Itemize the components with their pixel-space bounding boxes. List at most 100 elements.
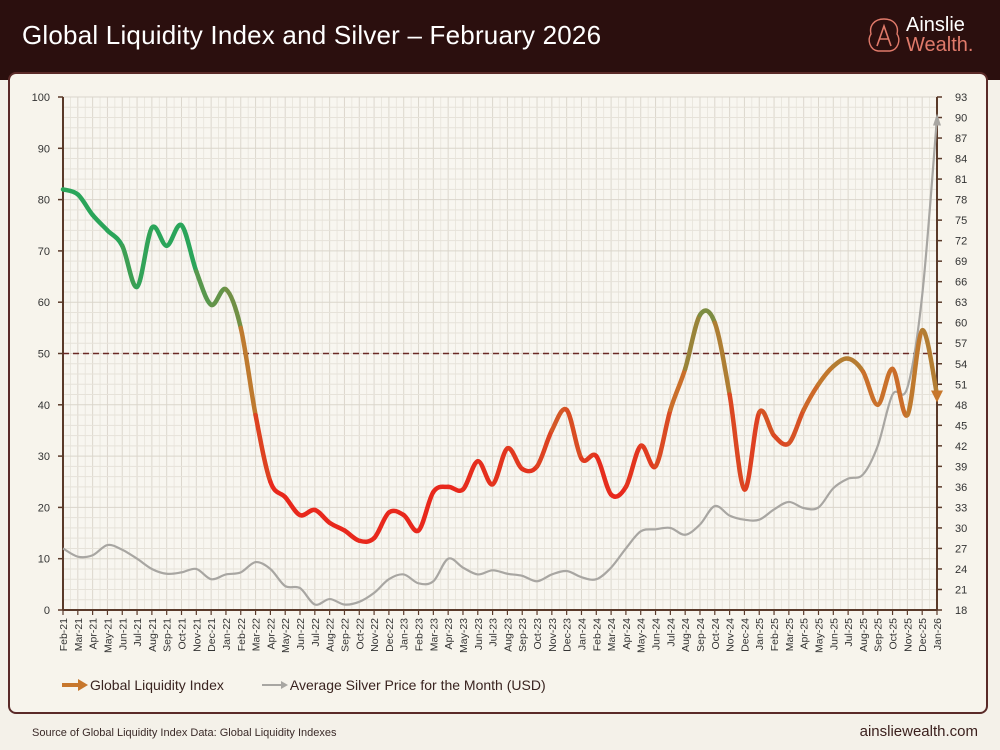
x-tick-label: Feb-24 xyxy=(591,618,603,651)
x-tick-label: Apr-23 xyxy=(443,618,455,650)
right-tick-label: 78 xyxy=(955,195,967,207)
x-tick-label: Oct-25 xyxy=(888,618,900,650)
right-tick-label: 66 xyxy=(955,277,967,289)
right-tick-label: 36 xyxy=(955,482,967,494)
x-tick-label: Dec-25 xyxy=(917,618,929,652)
right-tick-label: 33 xyxy=(955,502,967,514)
x-tick-label: Aug-24 xyxy=(680,618,692,652)
x-tick-label: Feb-22 xyxy=(236,618,248,651)
legend-label-gli: Global Liquidity Index xyxy=(90,677,224,693)
gli-line-segment xyxy=(105,228,125,249)
gli-line-segment xyxy=(608,484,629,499)
gli-line-segment xyxy=(712,320,732,397)
left-tick-label: 10 xyxy=(38,554,50,566)
right-tick-label: 87 xyxy=(955,133,967,145)
x-tick-label: Feb-25 xyxy=(769,618,781,651)
right-tick-label: 48 xyxy=(955,400,967,412)
website-url[interactable]: ainsliewealth.com xyxy=(859,723,978,740)
x-tick-label: Dec-23 xyxy=(562,618,574,652)
x-tick-label: Nov-25 xyxy=(902,618,914,652)
x-tick-label: Apr-22 xyxy=(265,618,277,650)
right-tick-label: 84 xyxy=(955,154,967,166)
x-tick-label: Oct-21 xyxy=(177,618,189,650)
left-tick-label: 60 xyxy=(38,297,50,309)
ainslie-wealth-logo: Ainslie Wealth. xyxy=(866,12,991,60)
gli-line-segment xyxy=(682,312,703,372)
x-tick-label: Apr-21 xyxy=(88,618,100,650)
gli-line-segment xyxy=(905,328,925,418)
left-tick-label: 70 xyxy=(38,246,50,258)
right-tick-label: 30 xyxy=(955,523,967,535)
left-tick-label: 0 xyxy=(44,605,50,617)
x-tick-label: Jun-24 xyxy=(651,618,663,650)
gli-line-segment xyxy=(534,428,555,469)
left-tick-label: 90 xyxy=(38,143,50,155)
left-tick-label: 30 xyxy=(38,451,50,463)
right-tick-label: 21 xyxy=(955,584,967,596)
right-tick-label: 42 xyxy=(955,441,967,453)
x-tick-label: Apr-25 xyxy=(799,618,811,650)
page-title: Global Liquidity Index and Silver – Febr… xyxy=(22,20,602,50)
gli-line-segment xyxy=(179,223,199,274)
x-tick-label: Oct-22 xyxy=(354,618,366,650)
left-tick-label: 50 xyxy=(38,349,50,361)
x-tick-label: Mar-24 xyxy=(606,618,618,651)
gli-line-segment xyxy=(756,408,777,438)
x-tick-label: Jan-25 xyxy=(754,618,766,650)
right-tick-label: 60 xyxy=(955,318,967,330)
right-tick-label: 75 xyxy=(955,215,967,227)
left-tick-label: 40 xyxy=(38,400,50,412)
x-tick-label: Sep-24 xyxy=(695,618,707,652)
source-note: Source of Global Liquidity Index Data: G… xyxy=(32,727,337,739)
x-tick-label: Sep-23 xyxy=(517,618,529,652)
x-tick-label: May-23 xyxy=(458,618,470,653)
x-tick-label: Sep-22 xyxy=(339,618,351,652)
x-tick-label: Feb-23 xyxy=(414,618,426,651)
gli-line-segment xyxy=(238,325,258,418)
x-tick-label: Oct-24 xyxy=(710,618,722,650)
x-tick-label: Jun-21 xyxy=(117,618,129,650)
left-tick-label: 20 xyxy=(38,502,50,514)
x-tick-label: Jun-22 xyxy=(295,618,307,650)
x-tick-label: Aug-25 xyxy=(858,618,870,652)
x-tick-label: Dec-22 xyxy=(384,618,396,652)
x-tick-label: Jun-23 xyxy=(473,618,485,650)
x-tick-label: May-21 xyxy=(102,618,114,653)
gli-line-segment xyxy=(727,392,747,492)
gli-line-segment xyxy=(134,225,155,290)
right-tick-label: 24 xyxy=(955,564,967,576)
x-tick-label: Nov-22 xyxy=(369,618,381,652)
x-tick-label: Feb-21 xyxy=(58,618,70,651)
gli-line-segment xyxy=(742,410,762,492)
right-tick-label: 90 xyxy=(955,113,967,125)
x-tick-label: Dec-21 xyxy=(206,618,218,652)
legend-item-gli: Global Liquidity Index xyxy=(60,677,224,693)
x-tick-label: Nov-23 xyxy=(547,618,559,652)
silver-arrowhead xyxy=(933,113,941,126)
x-tick-label: Jan-26 xyxy=(932,618,944,650)
gli-line-segment xyxy=(653,407,673,469)
x-tick-label: Jul-24 xyxy=(665,618,677,647)
x-tick-label: Jan-24 xyxy=(576,618,588,650)
gli-line-segment xyxy=(668,366,688,413)
x-tick-label: Aug-21 xyxy=(147,618,159,652)
x-tick-label: Mar-23 xyxy=(428,618,440,651)
right-tick-label: 93 xyxy=(955,92,967,104)
x-tick-label: Sep-21 xyxy=(162,618,174,652)
right-tick-label: 18 xyxy=(955,605,967,617)
x-tick-label: Jul-21 xyxy=(132,618,144,647)
x-tick-label: Mar-22 xyxy=(251,618,263,651)
right-tick-label: 63 xyxy=(955,297,967,309)
x-tick-label: Jun-25 xyxy=(828,618,840,650)
x-tick-label: May-22 xyxy=(280,618,292,653)
right-tick-label: 54 xyxy=(955,359,967,371)
silver-price-line xyxy=(62,117,939,606)
gli-line-segment xyxy=(919,328,940,397)
x-tick-label: Jul-22 xyxy=(310,618,322,647)
gray-arrow-icon xyxy=(261,681,288,689)
legend: Global Liquidity Index Average Silver Pr… xyxy=(60,677,582,693)
right-tick-label: 69 xyxy=(955,256,967,268)
x-tick-label: Jul-23 xyxy=(488,618,500,647)
right-tick-label: 72 xyxy=(955,236,967,248)
